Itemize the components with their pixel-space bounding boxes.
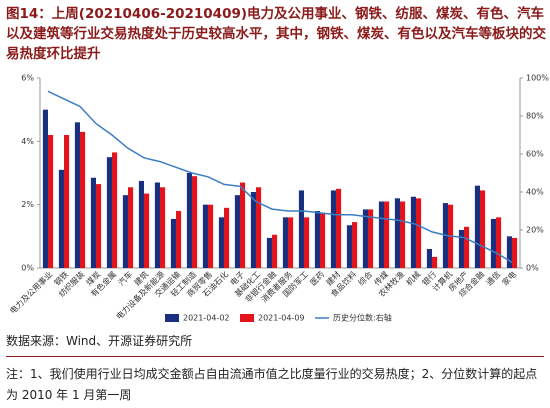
- bar: [410, 196, 416, 268]
- bar: [336, 188, 342, 268]
- bar: [320, 212, 326, 268]
- bar: [266, 237, 272, 268]
- bar: [42, 109, 48, 268]
- bar: [202, 204, 208, 268]
- bar: [352, 222, 358, 268]
- bar: [138, 180, 144, 268]
- bar: [304, 217, 310, 268]
- x-tick-label: 机械: [404, 269, 422, 287]
- bar: [330, 190, 336, 268]
- note: 注：1、我们使用行业日均成交金额占自由流通市值之比度量行业的交易热度；2、分位数…: [6, 367, 538, 402]
- bar: [224, 207, 230, 268]
- bar: [90, 177, 96, 268]
- bar: [298, 190, 304, 268]
- bar: [250, 192, 256, 268]
- chart: 0%2%4%6%0%20%40%60%80%100%电力及公用事业钢铁纺织服装煤…: [8, 74, 550, 323]
- bar: [384, 201, 390, 268]
- bar: [288, 217, 294, 268]
- bar: [112, 152, 118, 268]
- bar: [96, 184, 102, 268]
- bar: [176, 211, 182, 268]
- divider: [6, 356, 544, 357]
- x-tick-label: 通信: [484, 269, 502, 287]
- bar: [480, 190, 486, 268]
- bar: [128, 187, 134, 268]
- bar: [106, 157, 112, 268]
- bar: [346, 225, 352, 268]
- bar: [58, 169, 64, 268]
- legend-label: 2021-04-02: [183, 314, 230, 323]
- legend-swatch: [165, 314, 179, 322]
- bar: [464, 226, 470, 268]
- x-tick-label: 医药: [308, 269, 326, 287]
- bar: [416, 198, 422, 268]
- bar: [208, 204, 214, 268]
- bar: [122, 195, 128, 268]
- y2-tick-label: 0%: [526, 264, 539, 273]
- bar: [192, 176, 198, 268]
- bar: [80, 131, 86, 268]
- bar: [64, 135, 70, 268]
- bar: [314, 211, 320, 268]
- y-tick-label: 4%: [21, 137, 34, 146]
- x-tick-label: 综合: [356, 269, 374, 287]
- bar: [240, 182, 246, 268]
- legend-swatch: [240, 314, 254, 322]
- y2-tick-label: 100%: [526, 74, 549, 83]
- bar: [218, 217, 224, 268]
- bar: [400, 201, 406, 268]
- bar: [368, 209, 374, 268]
- y-tick-label: 6%: [21, 74, 34, 83]
- bar: [282, 217, 288, 268]
- bar: [48, 135, 54, 268]
- bar: [144, 193, 150, 268]
- source: 数据来源：Wind、开源证券研究所: [6, 334, 193, 348]
- bar: [170, 218, 176, 268]
- bar: [426, 249, 432, 268]
- y-tick-label: 2%: [21, 200, 34, 209]
- x-tick-label: 电力及公用事业: [8, 269, 55, 316]
- bar: [272, 234, 278, 268]
- bar: [160, 187, 166, 268]
- y2-tick-label: 20%: [526, 226, 544, 235]
- bar: [506, 236, 512, 268]
- x-tick-label: 汽车: [116, 269, 134, 287]
- bar: [378, 201, 384, 268]
- bar: [186, 173, 192, 268]
- bar: [394, 198, 400, 268]
- y2-tick-label: 40%: [526, 188, 544, 197]
- chart-title: 图14：上周(20210406-20210409)电力及公用事业、钢铁、纺服、煤…: [6, 6, 546, 62]
- bar: [74, 122, 80, 268]
- bar: [496, 217, 502, 268]
- bar: [432, 256, 438, 268]
- x-tick-label: 家电: [500, 269, 518, 287]
- legend-label: 历史分位数:右轴: [333, 313, 392, 323]
- legend-label: 2021-04-09: [258, 314, 305, 323]
- bar: [256, 187, 262, 268]
- bar: [490, 218, 496, 268]
- bar: [154, 182, 160, 268]
- y-tick-label: 0%: [21, 264, 34, 273]
- bar: [512, 237, 518, 268]
- bar: [458, 230, 464, 268]
- bar: [362, 209, 368, 268]
- line: [47, 90, 513, 263]
- bar: [474, 185, 480, 268]
- y2-tick-label: 80%: [526, 112, 544, 121]
- bar: [234, 195, 240, 268]
- y2-tick-label: 60%: [526, 150, 544, 159]
